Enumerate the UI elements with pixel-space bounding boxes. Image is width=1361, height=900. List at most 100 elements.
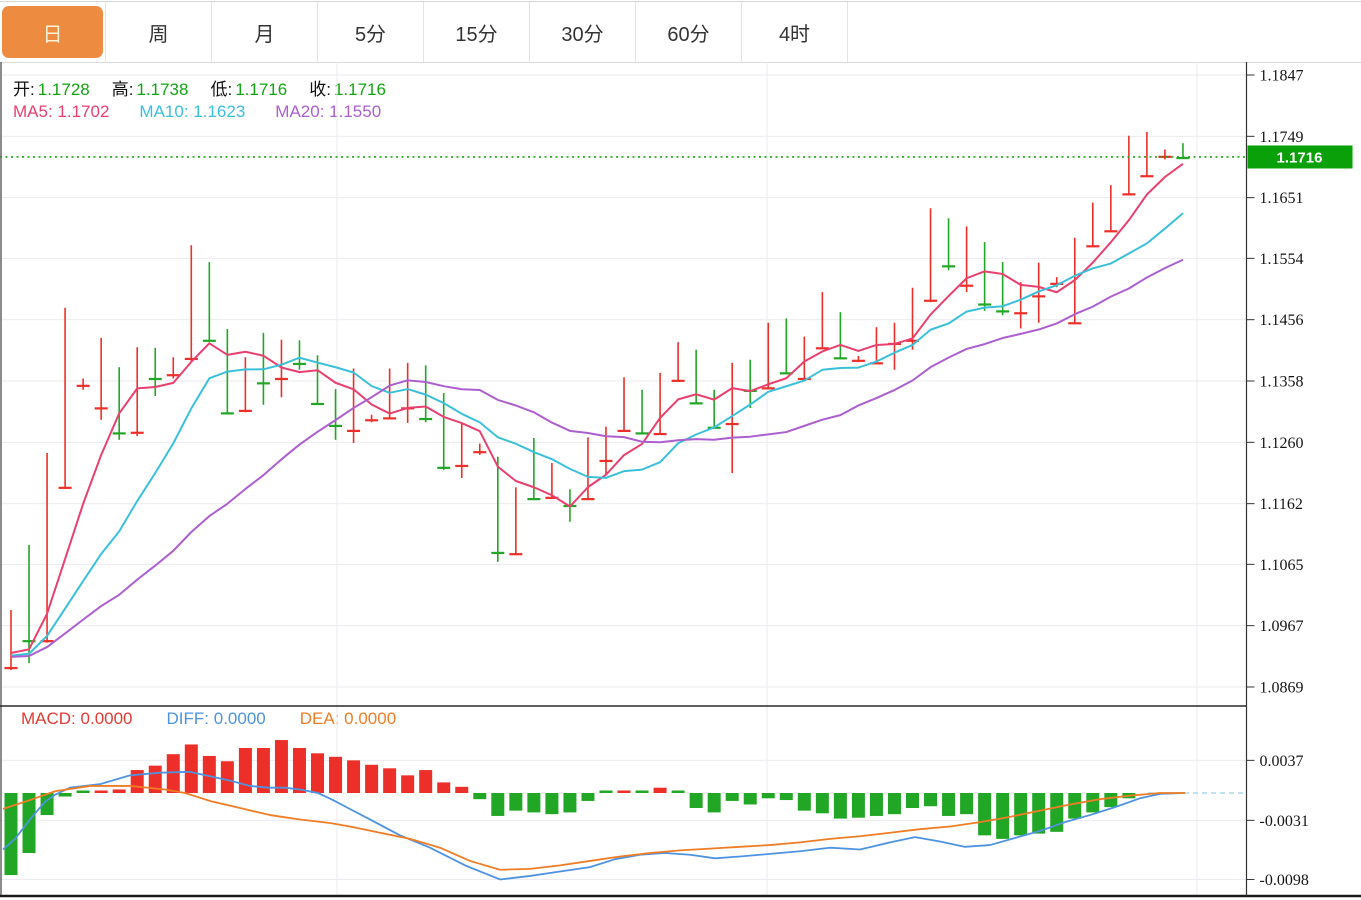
candle-body [40, 640, 54, 643]
ma5-line [10, 163, 1184, 654]
candle-body [851, 359, 865, 362]
diff-value: DIFF: 0.0000 [166, 709, 266, 728]
macd-bar [581, 793, 595, 801]
tab-周[interactable]: 周 [106, 2, 212, 62]
macd-bar [256, 747, 270, 793]
macd-bar [491, 793, 505, 816]
macd-bar [924, 793, 938, 807]
macd-bar [4, 793, 18, 876]
candle-body [347, 429, 361, 433]
macd-bar [725, 793, 739, 801]
ma20-line [10, 258, 1184, 658]
candle-body [960, 284, 974, 287]
candle-body [112, 432, 126, 435]
tab-15分[interactable]: 15分 [424, 2, 530, 62]
candle-body [1050, 282, 1064, 285]
macd-bar [1068, 793, 1082, 819]
tab-label: 周 [148, 23, 169, 46]
candle-body [256, 382, 270, 385]
timeframe-tabbar: 日 周 月 5分 15分 30分 60分 4时 [0, 1, 1361, 63]
candle-body [924, 299, 938, 302]
price-tick-label: 1.1162 [1260, 496, 1303, 513]
macd-bar [833, 793, 847, 819]
candle-body [202, 339, 216, 342]
candle-body [1104, 230, 1118, 233]
candle-body [365, 419, 379, 422]
candle-body [184, 357, 198, 361]
macd-bar [238, 747, 252, 793]
candle-body [725, 422, 739, 426]
candle-body [671, 379, 685, 382]
candle-body [311, 402, 325, 406]
macd-bar [869, 793, 883, 816]
macd-bar [942, 793, 956, 816]
candle-body [1122, 193, 1136, 196]
tab-5分[interactable]: 5分 [318, 2, 424, 62]
candle-body [906, 339, 919, 342]
macd-bar [563, 793, 577, 813]
dea-value: DEA: 0.0000 [299, 709, 397, 728]
macd-bar [311, 753, 325, 793]
macd-bar [851, 793, 865, 818]
candle-body [779, 372, 793, 375]
macd-bar [473, 793, 487, 800]
candle-body [833, 357, 847, 360]
macd-bar [401, 775, 415, 793]
ma20-legend: MA20: 1.1550 [275, 102, 382, 121]
candle-body [58, 486, 72, 489]
price-tick-label: 1.0967 [1260, 618, 1304, 635]
ma10-legend: MA10: 1.1623 [139, 102, 246, 121]
macd-bar [419, 770, 433, 793]
tab-日[interactable]: 日 [0, 2, 106, 62]
diff-line [2, 770, 1186, 881]
tab-label: 60分 [667, 23, 710, 46]
macd-bar [347, 760, 361, 793]
macd-bar [545, 793, 559, 815]
macd-bar-dash [599, 790, 613, 793]
macd-bar [978, 793, 992, 836]
macd-bar [815, 793, 829, 814]
candle-body [1032, 295, 1046, 298]
candle-body [1176, 156, 1190, 160]
candle-body [292, 362, 306, 366]
candle-body [148, 377, 162, 381]
price-tick-label: 1.0869 [1260, 680, 1304, 697]
tab-label: 月 [254, 23, 275, 46]
macd-bar [779, 793, 793, 801]
tab-label: 4时 [778, 23, 811, 46]
candle-body [869, 362, 883, 365]
candle-body [815, 347, 829, 350]
macd-bar [906, 793, 919, 809]
price-tick-label: 1.1260 [1260, 435, 1304, 452]
candle-body [761, 387, 775, 390]
candle-body [545, 496, 559, 499]
ma5-legend: MA5: 1.1702 [13, 102, 110, 121]
candle-body [491, 551, 505, 555]
candle-body [797, 377, 811, 381]
candle-body [996, 310, 1010, 313]
macd-bar-dash [94, 790, 108, 793]
macd-bar [329, 756, 343, 793]
macd-tick-label: 0.0037 [1260, 753, 1304, 770]
macd-bar [166, 754, 180, 793]
macd-bar [527, 793, 541, 813]
macd-bar-dash [617, 790, 631, 793]
macd-bar [112, 789, 126, 793]
macd-bar [202, 755, 216, 793]
tab-30分[interactable]: 30分 [530, 2, 636, 62]
dea-line [2, 785, 1185, 871]
macd-bar [797, 793, 811, 811]
candle-body [1068, 322, 1082, 325]
tab-60分[interactable]: 60分 [636, 2, 742, 62]
macd-bar [22, 793, 36, 854]
macd-bar [1104, 793, 1118, 808]
macd-bar [437, 782, 451, 793]
tab-label: 15分 [455, 23, 498, 46]
candle-body [419, 417, 433, 421]
candle-body [978, 303, 992, 306]
candle-body [437, 466, 451, 469]
tab-4时[interactable]: 4时 [742, 2, 848, 62]
tab-月[interactable]: 月 [212, 2, 318, 62]
